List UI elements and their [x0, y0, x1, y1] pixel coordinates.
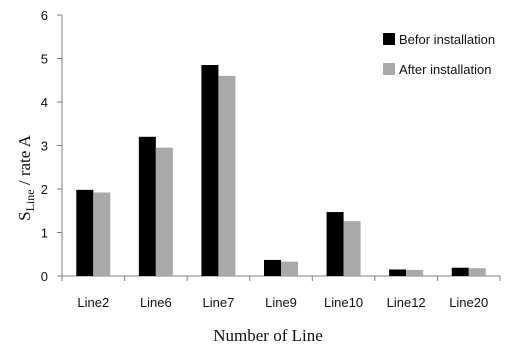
bar-after-line12: [406, 269, 424, 276]
y-tick-label: 0: [41, 269, 48, 284]
x-tick-label: Line2: [77, 295, 109, 310]
x-axis-title: Number of Line: [213, 326, 323, 345]
y-tick-label: 3: [41, 139, 48, 154]
y-axis-title: SLine / rate A: [15, 134, 37, 220]
bar-before-line6: [138, 136, 156, 276]
y-tick-label: 1: [41, 226, 48, 241]
x-tick-label: Line10: [324, 295, 363, 310]
y-axis-title-subscript: Line: [23, 189, 37, 211]
bar-after-line9: [281, 261, 298, 276]
bar-after-line10: [343, 221, 361, 276]
x-tick-label: Line12: [387, 295, 426, 310]
bar-after-line20: [468, 268, 486, 276]
bar-series-group: [76, 65, 486, 277]
x-tick-label: Line7: [203, 295, 235, 310]
legend-label-after: After installation: [399, 62, 492, 77]
bar-after-line7: [218, 75, 236, 277]
legend-swatch-after: [383, 63, 395, 75]
y-tick-label: 2: [41, 182, 48, 197]
bar-before-line7: [201, 65, 219, 277]
x-tick-label: Line9: [265, 295, 297, 310]
bar-before-line20: [451, 267, 469, 276]
bar-before-line2: [76, 189, 94, 276]
y-axis-title-rest: / rate A: [15, 134, 34, 189]
plot-area: 0 1 2 3 4 5 6 Line2 Line6 Line7 Line9 Line10 Line12…: [41, 8, 501, 310]
x-tick-label: Line6: [140, 295, 172, 310]
x-tick-label: Line20: [449, 295, 488, 310]
legend: Befor installation After installation: [383, 32, 495, 77]
y-axis-title-main: S: [15, 211, 34, 220]
x-axis-ticks: Line2 Line6 Line7 Line9 Line10 Line12 Line20: [61, 276, 501, 310]
legend-label-before: Befor installation: [399, 32, 495, 47]
bar-after-line2: [93, 192, 111, 276]
y-axis-ticks: 0 1 2 3 4 5 6: [41, 8, 62, 284]
bar-before-line9: [264, 259, 281, 276]
y-tick-label: 4: [41, 95, 48, 110]
y-tick-label: 6: [41, 8, 48, 23]
bar-after-line6: [155, 147, 173, 276]
bar-before-line10: [326, 212, 344, 276]
bar-before-line12: [389, 269, 407, 276]
legend-swatch-before: [383, 33, 395, 45]
y-tick-label: 5: [41, 52, 48, 67]
